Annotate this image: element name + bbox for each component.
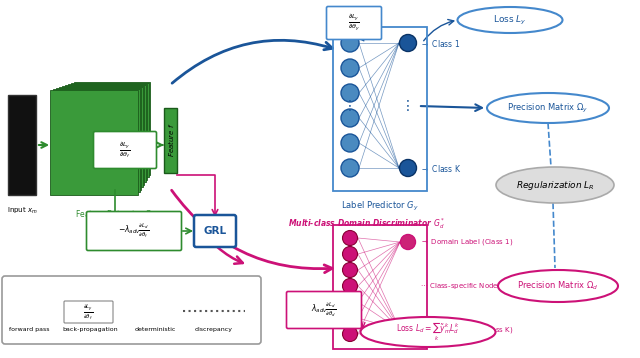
Text: Precision Matrix $\Omega_d$: Precision Matrix $\Omega_d$ [517, 280, 599, 292]
Text: Loss $L_y$: Loss $L_y$ [493, 14, 527, 26]
Text: deterministic: deterministic [134, 327, 176, 332]
Circle shape [342, 231, 358, 246]
Circle shape [401, 323, 415, 338]
Ellipse shape [360, 317, 495, 347]
Text: Label Predictor $G_y$: Label Predictor $G_y$ [341, 200, 419, 213]
FancyBboxPatch shape [8, 95, 36, 195]
Circle shape [341, 134, 359, 152]
Circle shape [341, 159, 359, 177]
Text: Feature $f$: Feature $f$ [166, 123, 175, 157]
Circle shape [342, 262, 358, 277]
FancyBboxPatch shape [194, 215, 236, 247]
Circle shape [342, 310, 358, 325]
Circle shape [341, 59, 359, 77]
Ellipse shape [458, 7, 563, 33]
Circle shape [399, 34, 417, 52]
Circle shape [401, 234, 415, 250]
Text: $\cdots$ Class-specific Nodes: $\cdots$ Class-specific Nodes [420, 281, 502, 291]
FancyBboxPatch shape [65, 85, 145, 182]
FancyBboxPatch shape [53, 89, 140, 193]
Text: ⋮: ⋮ [401, 99, 415, 113]
Ellipse shape [487, 93, 609, 123]
Text: $\frac{\partial L_y}{\partial \theta_f}$: $\frac{\partial L_y}{\partial \theta_f}$ [83, 303, 93, 321]
Text: $\frac{\partial L_y}{\partial \theta_y}$: $\frac{\partial L_y}{\partial \theta_y}$ [348, 13, 360, 33]
Text: $-\lambda_{adv}\frac{\partial L_d}{\partial \theta_f}$: $-\lambda_{adv}\frac{\partial L_d}{\part… [118, 222, 150, 240]
Text: Multi-class Domain Discriminator $G_d^*$: Multi-class Domain Discriminator $G_d^*$ [288, 216, 445, 231]
Text: $\frac{\partial L_y}{\partial \theta_f}$: $\frac{\partial L_y}{\partial \theta_f}$ [119, 140, 131, 160]
FancyBboxPatch shape [56, 88, 141, 190]
Text: discrepancy: discrepancy [195, 327, 233, 332]
Circle shape [341, 84, 359, 102]
Text: GRL: GRL [204, 226, 227, 236]
FancyBboxPatch shape [71, 83, 148, 177]
Text: $\rightarrow$ Domain Label (Class K): $\rightarrow$ Domain Label (Class K) [420, 325, 513, 335]
Circle shape [342, 326, 358, 342]
Text: $\lambda_{adv}\frac{\partial L_d}{\partial \theta_d}$: $\lambda_{adv}\frac{\partial L_d}{\parti… [311, 301, 337, 319]
FancyBboxPatch shape [326, 6, 381, 39]
FancyBboxPatch shape [50, 90, 138, 195]
Text: $\rightarrow$ Class 1: $\rightarrow$ Class 1 [420, 38, 460, 48]
Circle shape [342, 279, 358, 294]
Text: $\rightarrow$ Class K: $\rightarrow$ Class K [420, 163, 461, 174]
Ellipse shape [496, 167, 614, 203]
Text: back-propagation: back-propagation [62, 327, 118, 332]
FancyBboxPatch shape [287, 291, 362, 329]
Text: Regularization $L_R$: Regularization $L_R$ [516, 179, 595, 192]
Circle shape [342, 295, 358, 310]
FancyBboxPatch shape [74, 82, 150, 175]
Text: Featuer Extractor $G_f$: Featuer Extractor $G_f$ [75, 208, 155, 221]
Text: ⋮: ⋮ [343, 99, 357, 113]
FancyBboxPatch shape [68, 84, 147, 180]
Circle shape [341, 34, 359, 52]
FancyBboxPatch shape [64, 301, 113, 323]
Circle shape [399, 160, 417, 176]
Text: $\rightarrow$ Domain Label (Class 1): $\rightarrow$ Domain Label (Class 1) [420, 237, 513, 247]
FancyBboxPatch shape [93, 131, 157, 169]
FancyBboxPatch shape [86, 212, 182, 251]
FancyBboxPatch shape [59, 87, 143, 187]
Text: Precision Matrix $\Omega_y$: Precision Matrix $\Omega_y$ [508, 101, 589, 115]
FancyBboxPatch shape [164, 108, 177, 173]
FancyBboxPatch shape [2, 276, 261, 344]
Circle shape [342, 247, 358, 261]
Text: Loss $L_d = \sum_k \tilde{y}_m^k L_d^k$: Loss $L_d = \sum_k \tilde{y}_m^k L_d^k$ [396, 321, 460, 343]
Ellipse shape [498, 270, 618, 302]
FancyBboxPatch shape [62, 86, 144, 185]
Text: forward pass: forward pass [9, 327, 49, 332]
Circle shape [341, 109, 359, 127]
Text: Input $x_m$: Input $x_m$ [6, 206, 38, 216]
